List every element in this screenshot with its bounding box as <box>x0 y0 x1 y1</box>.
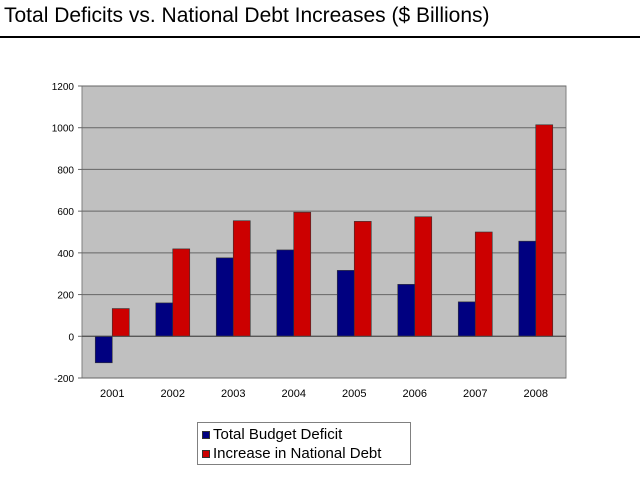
legend-label-debt: Increase in National Debt <box>213 445 382 462</box>
legend: Total Budget Deficit Increase in Nationa… <box>197 422 411 465</box>
x-tick-label: 2004 <box>282 388 306 400</box>
y-tick-label: 200 <box>57 291 74 302</box>
bar-deficit-2007 <box>457 301 476 337</box>
bar-debt-2005 <box>353 221 372 337</box>
bar-debt-2007 <box>474 231 493 337</box>
bar-deficit-2005 <box>336 270 355 337</box>
y-tick-label: 0 <box>68 332 74 343</box>
y-tick-label: -200 <box>54 374 74 385</box>
legend-item-debt: Increase in National Debt <box>202 444 410 463</box>
bar-deficit-2008 <box>518 240 537 337</box>
bar-deficit-2002 <box>155 302 174 337</box>
bar-deficit-2001 <box>94 335 113 364</box>
bar-deficit-2006 <box>397 284 416 337</box>
bar-deficit-2003 <box>215 257 234 337</box>
x-tick-label: 2005 <box>342 388 366 400</box>
legend-swatch-deficit <box>202 430 210 439</box>
x-tick-label: 2002 <box>161 388 185 400</box>
y-tick-label: 400 <box>57 249 74 260</box>
bar-debt-2002 <box>172 248 191 337</box>
title-divider <box>0 36 640 38</box>
bar-debt-2004 <box>293 211 312 337</box>
x-tick-label: 2001 <box>100 388 124 400</box>
y-tick-label: 1000 <box>52 124 75 135</box>
bar-debt-2006 <box>414 216 433 337</box>
y-tick-label: 600 <box>57 207 74 218</box>
x-tick-label: 2007 <box>463 388 487 400</box>
plot-area <box>81 85 567 379</box>
bar-chart: 1200 1000 800 600 400 200 0 -200 2001 2002 2003 200… <box>52 82 567 400</box>
legend-swatch-debt <box>202 449 210 458</box>
legend-item-deficit: Total Budget Deficit <box>202 425 410 444</box>
chart-title: Total Deficits vs. National Debt Increas… <box>4 4 490 27</box>
x-tick-label: 2006 <box>403 388 427 400</box>
legend-label-deficit: Total Budget Deficit <box>213 426 343 443</box>
bar-debt-2003 <box>232 220 251 337</box>
y-tick-label: 800 <box>57 165 74 176</box>
bar-deficit-2004 <box>276 249 295 337</box>
x-tick-label: 2003 <box>221 388 245 400</box>
bar-debt-2008 <box>535 124 554 337</box>
x-tick-label: 2008 <box>524 388 548 400</box>
bar-debt-2001 <box>111 308 130 337</box>
y-tick-label: 1200 <box>52 82 75 93</box>
